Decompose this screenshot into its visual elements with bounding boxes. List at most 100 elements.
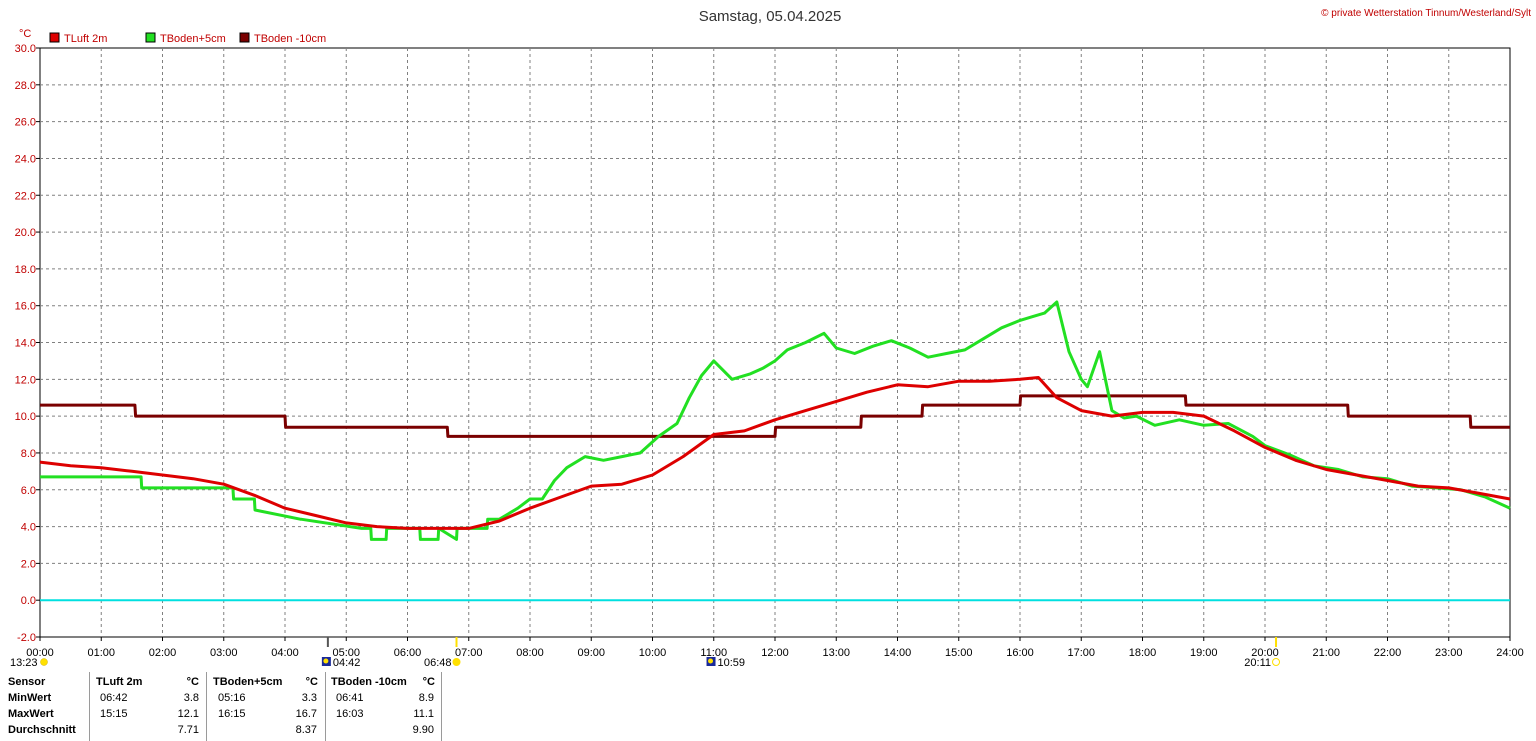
stats-row-label: MaxWert <box>8 708 54 720</box>
sunrise-icon <box>452 658 461 666</box>
copyright-label: © private Wetterstation Tinnum/Westerlan… <box>1321 8 1531 19</box>
y-tick-label: -2.0 <box>17 632 36 644</box>
stats-time: 16:15 <box>218 708 246 720</box>
y-tick-label: 6.0 <box>21 485 36 497</box>
stats-time: 16:03 <box>336 708 364 720</box>
x-tick-label: 16:00 <box>1006 647 1034 659</box>
stats-header-tboden5: TBoden+5cm <box>213 676 283 688</box>
stats-value: 16.7 <box>295 708 317 720</box>
stats-time: 05:16 <box>218 692 246 704</box>
y-tick-label: 20.0 <box>15 227 36 239</box>
y-tick-label: 4.0 <box>21 522 36 534</box>
y-tick-label: 12.0 <box>15 374 36 386</box>
table-divider <box>325 672 326 741</box>
chart-title: Samstag, 05.04.2025 <box>699 8 842 25</box>
stats-header-unit: °C <box>186 676 199 688</box>
series-line-0 <box>39 376 1511 530</box>
x-tick-label: 23:00 <box>1435 647 1463 659</box>
sun-icon <box>40 658 48 666</box>
x-tick-label: 09:00 <box>577 647 605 659</box>
stats-value: 11.1 <box>413 708 434 720</box>
legend-label: TLuft 2m <box>64 33 107 45</box>
moon-icon-glyph <box>708 658 714 664</box>
x-tick-label: 08:00 <box>516 647 544 659</box>
x-tick-label: 21:00 <box>1312 647 1340 659</box>
y-tick-label: 24.0 <box>15 153 36 165</box>
stats-value: 8.37 <box>295 724 317 736</box>
stats-time: 06:41 <box>336 692 364 704</box>
stats-row-label: Durchschnitt <box>8 724 76 736</box>
y-tick-label: 22.0 <box>15 190 36 202</box>
x-tick-label: 24:00 <box>1496 647 1524 659</box>
series-lines <box>39 300 1511 541</box>
y-tick-label: 2.0 <box>21 558 36 570</box>
y-tick-label: 14.0 <box>15 338 36 350</box>
y-tick-label: 28.0 <box>15 80 36 92</box>
x-tick-label: 05:00 <box>332 647 360 659</box>
stats-header-tboden10: TBoden -10cm <box>331 676 407 688</box>
stats-table: Sensor TLuft 2m °C TBoden+5cm °C TBoden … <box>0 672 445 741</box>
marker-label: 04:42 <box>333 657 361 669</box>
y-tick-label: 16.0 <box>15 301 36 313</box>
x-tick-label: 18:00 <box>1129 647 1157 659</box>
legend-swatch <box>239 32 250 43</box>
legend: TLuft 2m TBoden+5cm TBoden -10cm <box>49 32 326 45</box>
x-tick-label: 04:00 <box>271 647 299 659</box>
x-tick-label: 01:00 <box>87 647 115 659</box>
x-tick-label: 03:00 <box>210 647 238 659</box>
x-tick-label: 17:00 <box>1067 647 1095 659</box>
stats-value: 3.8 <box>183 692 199 704</box>
stats-value: 7.71 <box>177 724 199 736</box>
table-divider <box>89 672 90 741</box>
stats-row-label: MinWert <box>8 692 52 704</box>
x-tick-label: 11:00 <box>700 647 727 659</box>
stats-value: 12.1 <box>177 708 199 720</box>
marker-label: 06:48 <box>424 657 452 669</box>
time-markers: 13:23 04:42 06:48 10:59 20:11 <box>10 637 1281 669</box>
stats-value: 3.3 <box>301 692 317 704</box>
y-tick-label: 30.0 <box>15 43 36 55</box>
x-tick-label: 14:00 <box>884 647 912 659</box>
legend-swatch <box>49 32 60 43</box>
stats-time: 15:15 <box>100 708 128 720</box>
legend-label: TBoden+5cm <box>160 33 226 45</box>
stats-time: 06:42 <box>100 692 128 704</box>
stats-value: 9.90 <box>412 724 434 736</box>
stats-header-tluft: TLuft 2m <box>96 676 143 688</box>
y-tick-label: 18.0 <box>15 264 36 276</box>
x-tick-label: 12:00 <box>761 647 789 659</box>
stats-header-unit: °C <box>305 676 318 688</box>
y-axis-unit: °C <box>19 28 31 40</box>
x-tick-label: 00:00 <box>26 647 54 659</box>
legend-label: TBoden -10cm <box>254 33 326 45</box>
x-tick-label: 06:00 <box>394 647 422 659</box>
y-tick-label: 26.0 <box>15 117 36 129</box>
series-line-2 <box>40 394 1510 438</box>
x-tick-label: 22:00 <box>1374 647 1402 659</box>
y-tick-labels: 30.0 28.0 26.0 24.0 22.0 20.0 18.0 16.0 14.0 12.0… <box>15 43 40 644</box>
stats-header-unit: °C <box>422 676 435 688</box>
stats-value: 8.9 <box>418 692 434 704</box>
y-tick-label: 0.0 <box>21 595 36 607</box>
stats-header-sensor: Sensor <box>8 676 46 688</box>
x-tick-label: 20:00 <box>1251 647 1279 659</box>
x-tick-label: 02:00 <box>149 647 177 659</box>
marker-label: 10:59 <box>718 657 746 669</box>
series-line-1 <box>40 300 1511 541</box>
marker-label: 13:23 <box>10 657 38 669</box>
x-tick-label: 19:00 <box>1190 647 1218 659</box>
marker-label: 20:11 <box>1244 657 1271 669</box>
y-tick-label: 8.0 <box>21 448 36 460</box>
table-divider <box>206 672 207 741</box>
x-tick-label: 07:00 <box>455 647 483 659</box>
x-tick-label: 13:00 <box>822 647 850 659</box>
y-tick-label: 10.0 <box>15 411 36 423</box>
sunset-icon <box>1272 658 1281 666</box>
legend-swatch <box>145 32 156 43</box>
x-tick-label: 10:00 <box>639 647 667 659</box>
x-tick-label: 15:00 <box>945 647 973 659</box>
moon-icon-glyph <box>323 658 329 664</box>
table-divider <box>441 672 442 741</box>
x-tick-labels: 00:00 01:00 02:00 03:00 04:00 05:00 06:00 07:00… <box>26 637 1524 659</box>
